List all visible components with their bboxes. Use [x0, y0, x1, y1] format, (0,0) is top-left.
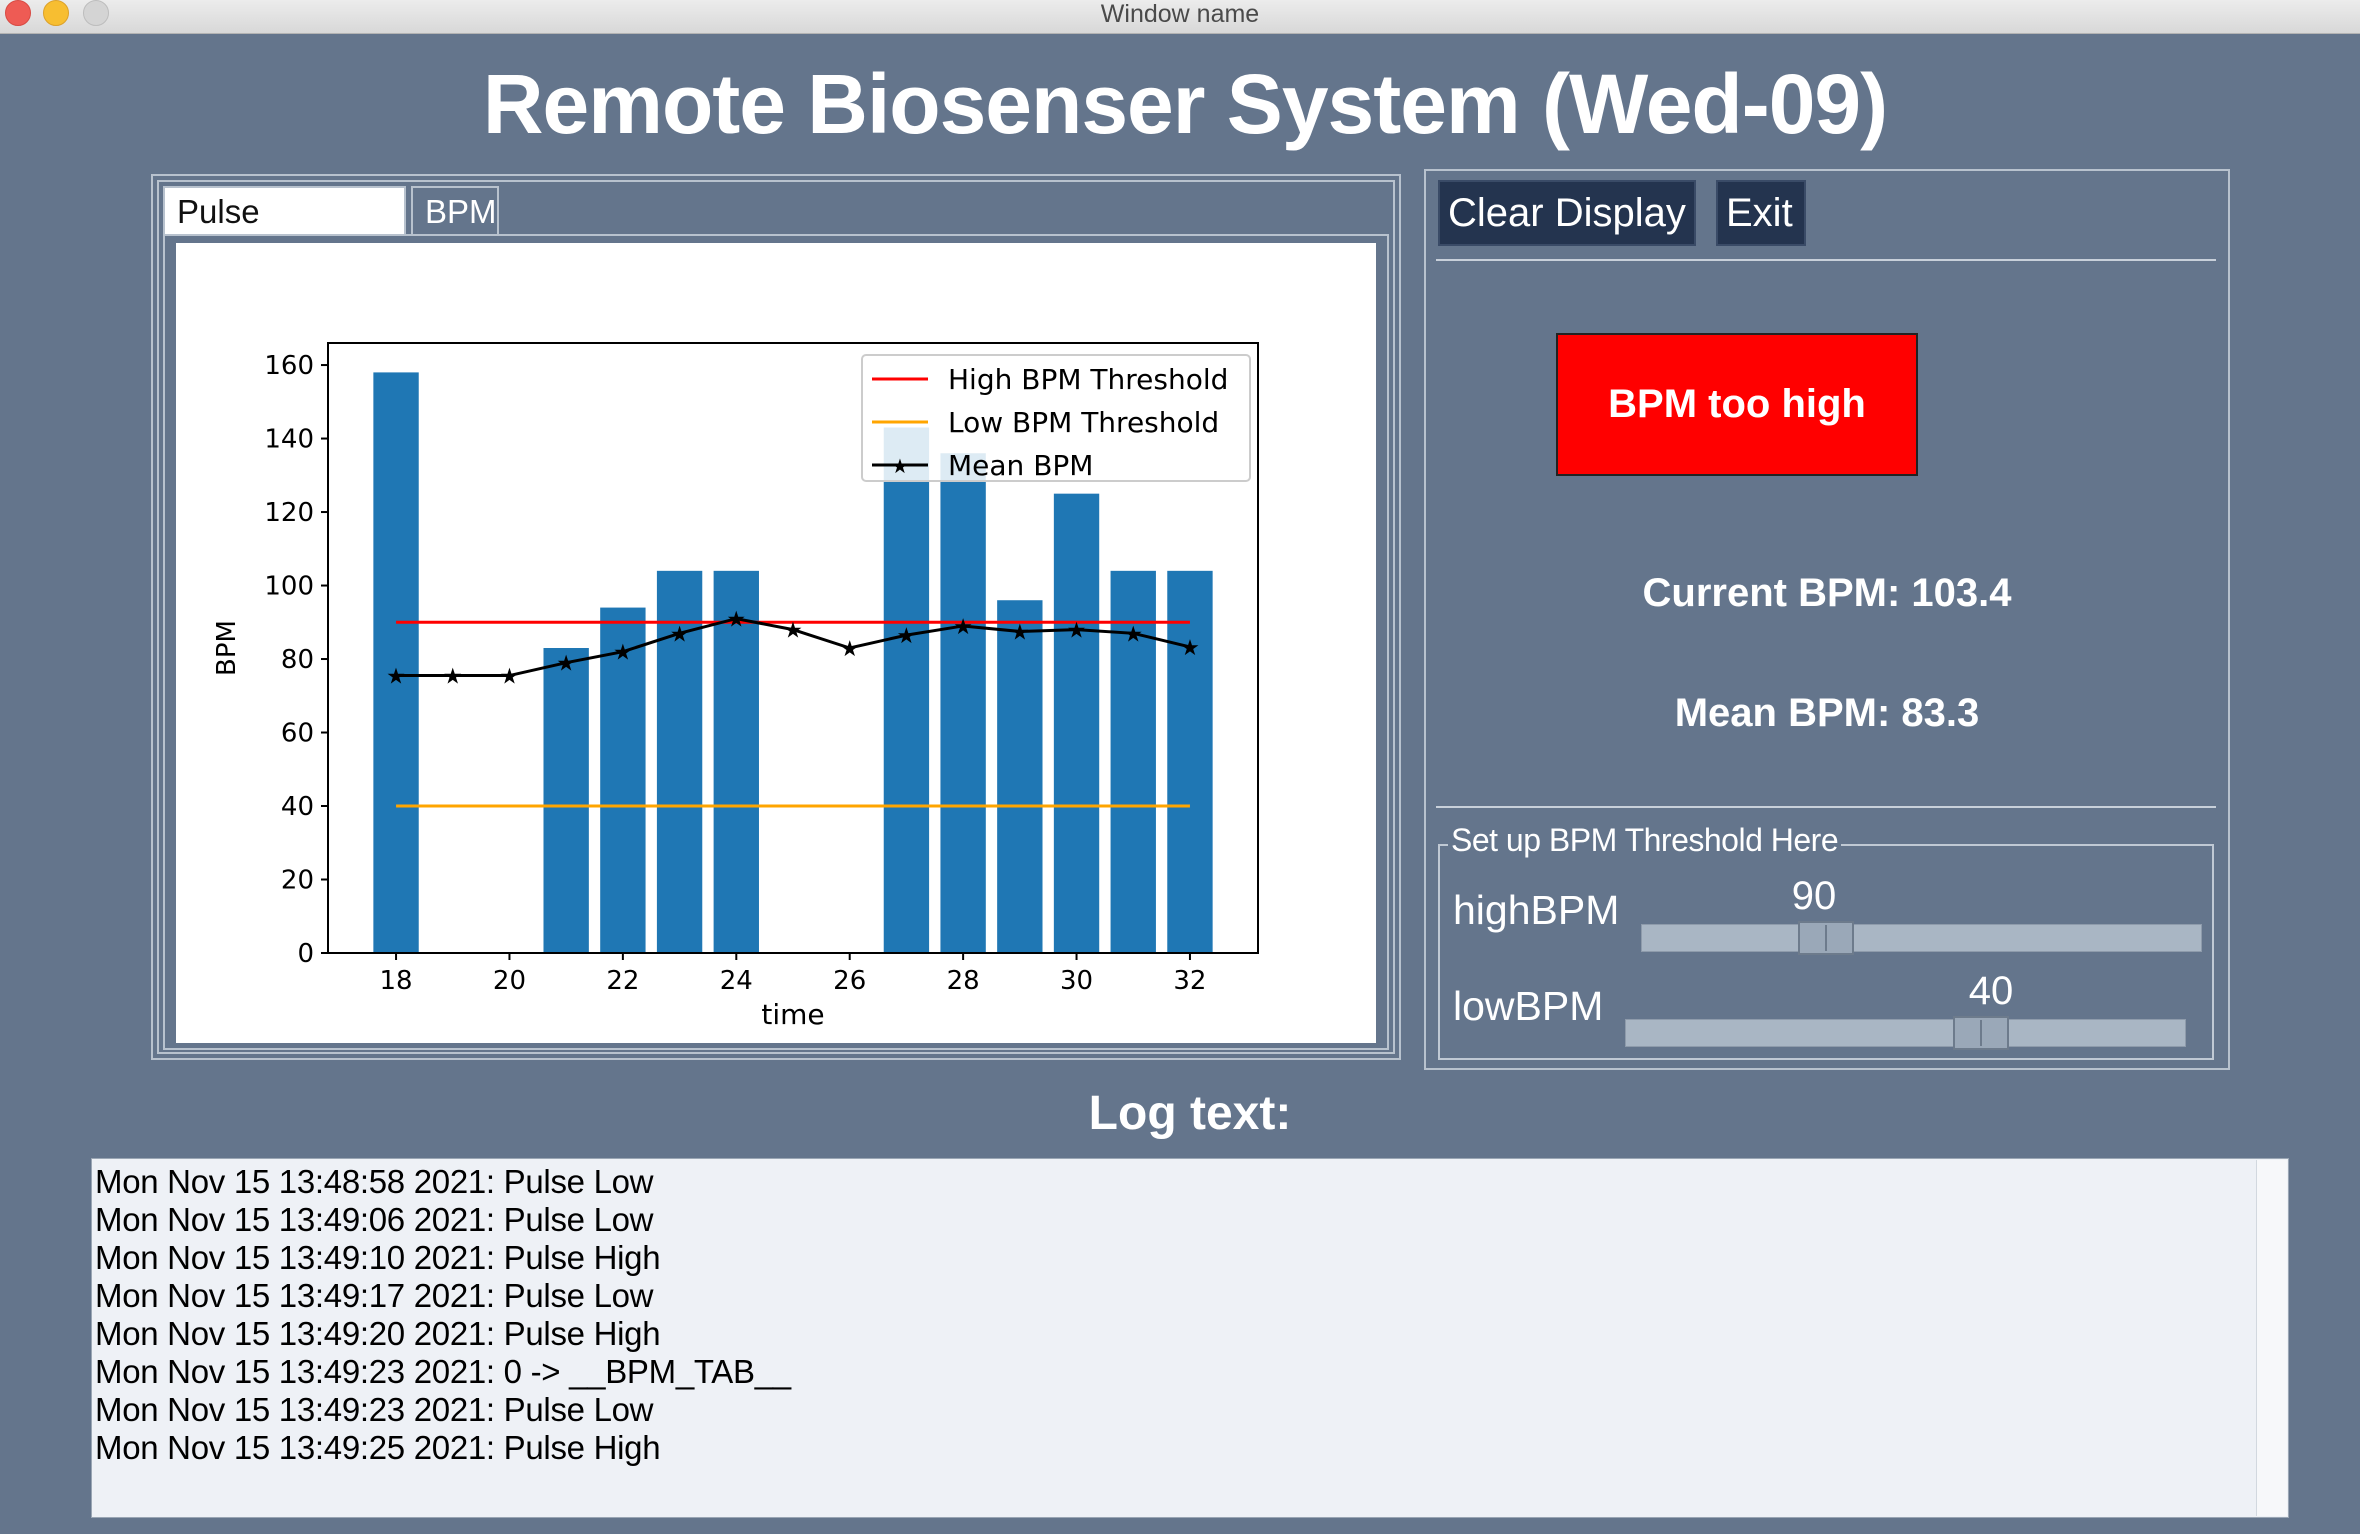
x-tick-label: 22	[606, 966, 639, 996]
low-bpm-value: 40	[1968, 969, 2014, 1013]
x-tick-label: 32	[1173, 966, 1206, 996]
chart-legend-box	[861, 354, 1251, 482]
window-title: Window name	[1100, 0, 1260, 28]
legend-marker: ★	[891, 454, 909, 478]
chart-bar	[373, 372, 419, 953]
chart-bar	[940, 453, 986, 953]
y-tick-label: 40	[281, 792, 314, 822]
chart-bar	[883, 427, 930, 953]
chart-point: ★	[1010, 620, 1030, 645]
chart-point: ★	[1123, 622, 1143, 647]
bpm-status-alert: BPM too high	[1556, 333, 1918, 476]
clear-display-button[interactable]: Clear Display	[1438, 180, 1696, 246]
chart-point: ★	[840, 637, 860, 662]
low-bpm-slider[interactable]	[1625, 1016, 2186, 1050]
x-axis-label: time	[761, 998, 824, 1031]
x-tick-label: 18	[380, 966, 413, 996]
log-line: Mon Nov 15 13:49:17 2021: Pulse Low	[95, 1277, 654, 1314]
bpm-chart: ★ ★ ★ ★ ★ ★ ★ ★ ★ ★ ★ ★ ★ ★ ★ 18 20 22 24 26 28 30 32 0 20 40 60 80…	[176, 243, 1376, 1043]
low-bpm-label: lowBPM	[1453, 983, 1604, 1029]
chart-bar	[713, 570, 759, 953]
chart-point: ★	[613, 641, 633, 666]
y-tick-label: 140	[264, 425, 314, 455]
chart-bar	[543, 648, 589, 953]
log-scrollbar[interactable]	[2256, 1160, 2287, 1516]
log-line: Mon Nov 15 13:49:23 2021: 0 -> __BPM_TAB…	[95, 1353, 791, 1390]
chart-point: ★	[556, 652, 576, 677]
chart-point: ★	[953, 615, 973, 640]
bpm-chart-svg: ★ ★ ★ ★ ★ ★ ★ ★ ★ ★ ★ ★ ★ ★ ★ 18 20 22 24 26 28 30 32 0 20 40 60 80…	[212, 342, 1259, 1031]
minimize-window-button[interactable]	[43, 0, 69, 26]
legend-label: Mean BPM	[948, 449, 1093, 482]
log-line: Mon Nov 15 13:48:58 2021: Pulse Low	[95, 1163, 654, 1200]
chart-bar	[600, 607, 646, 953]
y-axis-label: BPM	[212, 620, 242, 676]
y-tick-label: 20	[281, 866, 314, 896]
chart-point: ★	[500, 665, 520, 690]
low-bpm-slider-handle[interactable]	[1952, 1016, 2009, 1050]
window-titlebar: Window name	[0, 0, 2360, 34]
current-bpm-label: Current BPM: 103.4	[1642, 571, 2012, 615]
chart-point: ★	[1180, 636, 1200, 661]
log-line: Mon Nov 15 13:49:10 2021: Pulse High	[95, 1239, 661, 1276]
x-tick-label: 24	[720, 966, 753, 996]
chart-bar	[1053, 493, 1100, 953]
chart-point: ★	[670, 622, 690, 647]
chart-series-line	[396, 617, 1191, 678]
chart-point: ★	[443, 665, 463, 690]
control-panel-frame	[1424, 169, 2230, 1070]
maximize-window-button[interactable]	[83, 0, 109, 26]
log-line: Mon Nov 15 13:49:25 2021: Pulse High	[95, 1429, 661, 1466]
y-tick-label: 160	[264, 351, 314, 381]
exit-button[interactable]: Exit	[1716, 180, 1806, 246]
app-title: Remote Biosenser System (Wed-09)	[482, 57, 1888, 151]
divider-bottom	[1436, 806, 2216, 808]
divider-top	[1436, 259, 2216, 261]
high-bpm-slider[interactable]	[1641, 921, 2202, 955]
chart-point: ★	[783, 619, 803, 644]
high-bpm-label: highBPM	[1453, 887, 1620, 933]
x-tick-label: 26	[833, 966, 866, 996]
y-tick-label: 80	[281, 645, 314, 675]
close-window-button[interactable]	[5, 0, 31, 26]
legend-label: High BPM Threshold	[948, 363, 1228, 396]
chart-point: ★	[1067, 619, 1087, 644]
chart-point: ★	[897, 624, 917, 649]
chart-bar	[1167, 570, 1213, 953]
high-bpm-slider-handle[interactable]	[1797, 921, 1854, 955]
x-tick-label: 28	[947, 966, 980, 996]
chart-point: ★	[726, 608, 746, 633]
threshold-group-title: Set up BPM Threshold Here	[1448, 822, 1842, 859]
plot-panel-frame	[151, 174, 1401, 1060]
high-bpm-value: 90	[1791, 874, 1837, 918]
log-line: Mon Nov 15 13:49:23 2021: Pulse Low	[95, 1391, 654, 1428]
tab-pulse-waveform[interactable]: Pulse Waveform	[163, 186, 406, 278]
log-line: Mon Nov 15 13:49:20 2021: Pulse High	[95, 1315, 661, 1352]
log-line: Mon Nov 15 13:49:06 2021: Pulse Low	[95, 1201, 654, 1238]
log-label: Log text:	[1088, 1087, 1292, 1140]
chart-bar	[997, 600, 1043, 953]
x-tick-label: 20	[493, 966, 526, 996]
x-tick-label: 30	[1060, 966, 1093, 996]
y-tick-label: 100	[264, 572, 314, 602]
y-tick-label: 120	[264, 498, 314, 528]
chart-point: ★	[386, 665, 406, 690]
y-tick-label: 0	[297, 939, 314, 969]
y-tick-label: 60	[281, 719, 314, 749]
legend-label: Low BPM Threshold	[948, 406, 1219, 439]
tab-bpm[interactable]: BPM	[411, 186, 499, 234]
log-textarea[interactable]: Mon Nov 15 13:48:58 2021: Pulse Low Mon …	[91, 1158, 2289, 1518]
tab-content-frame	[163, 234, 1389, 1050]
mean-bpm-label: Mean BPM: 83.3	[1674, 691, 1980, 735]
chart-axes-frame	[327, 342, 1259, 954]
